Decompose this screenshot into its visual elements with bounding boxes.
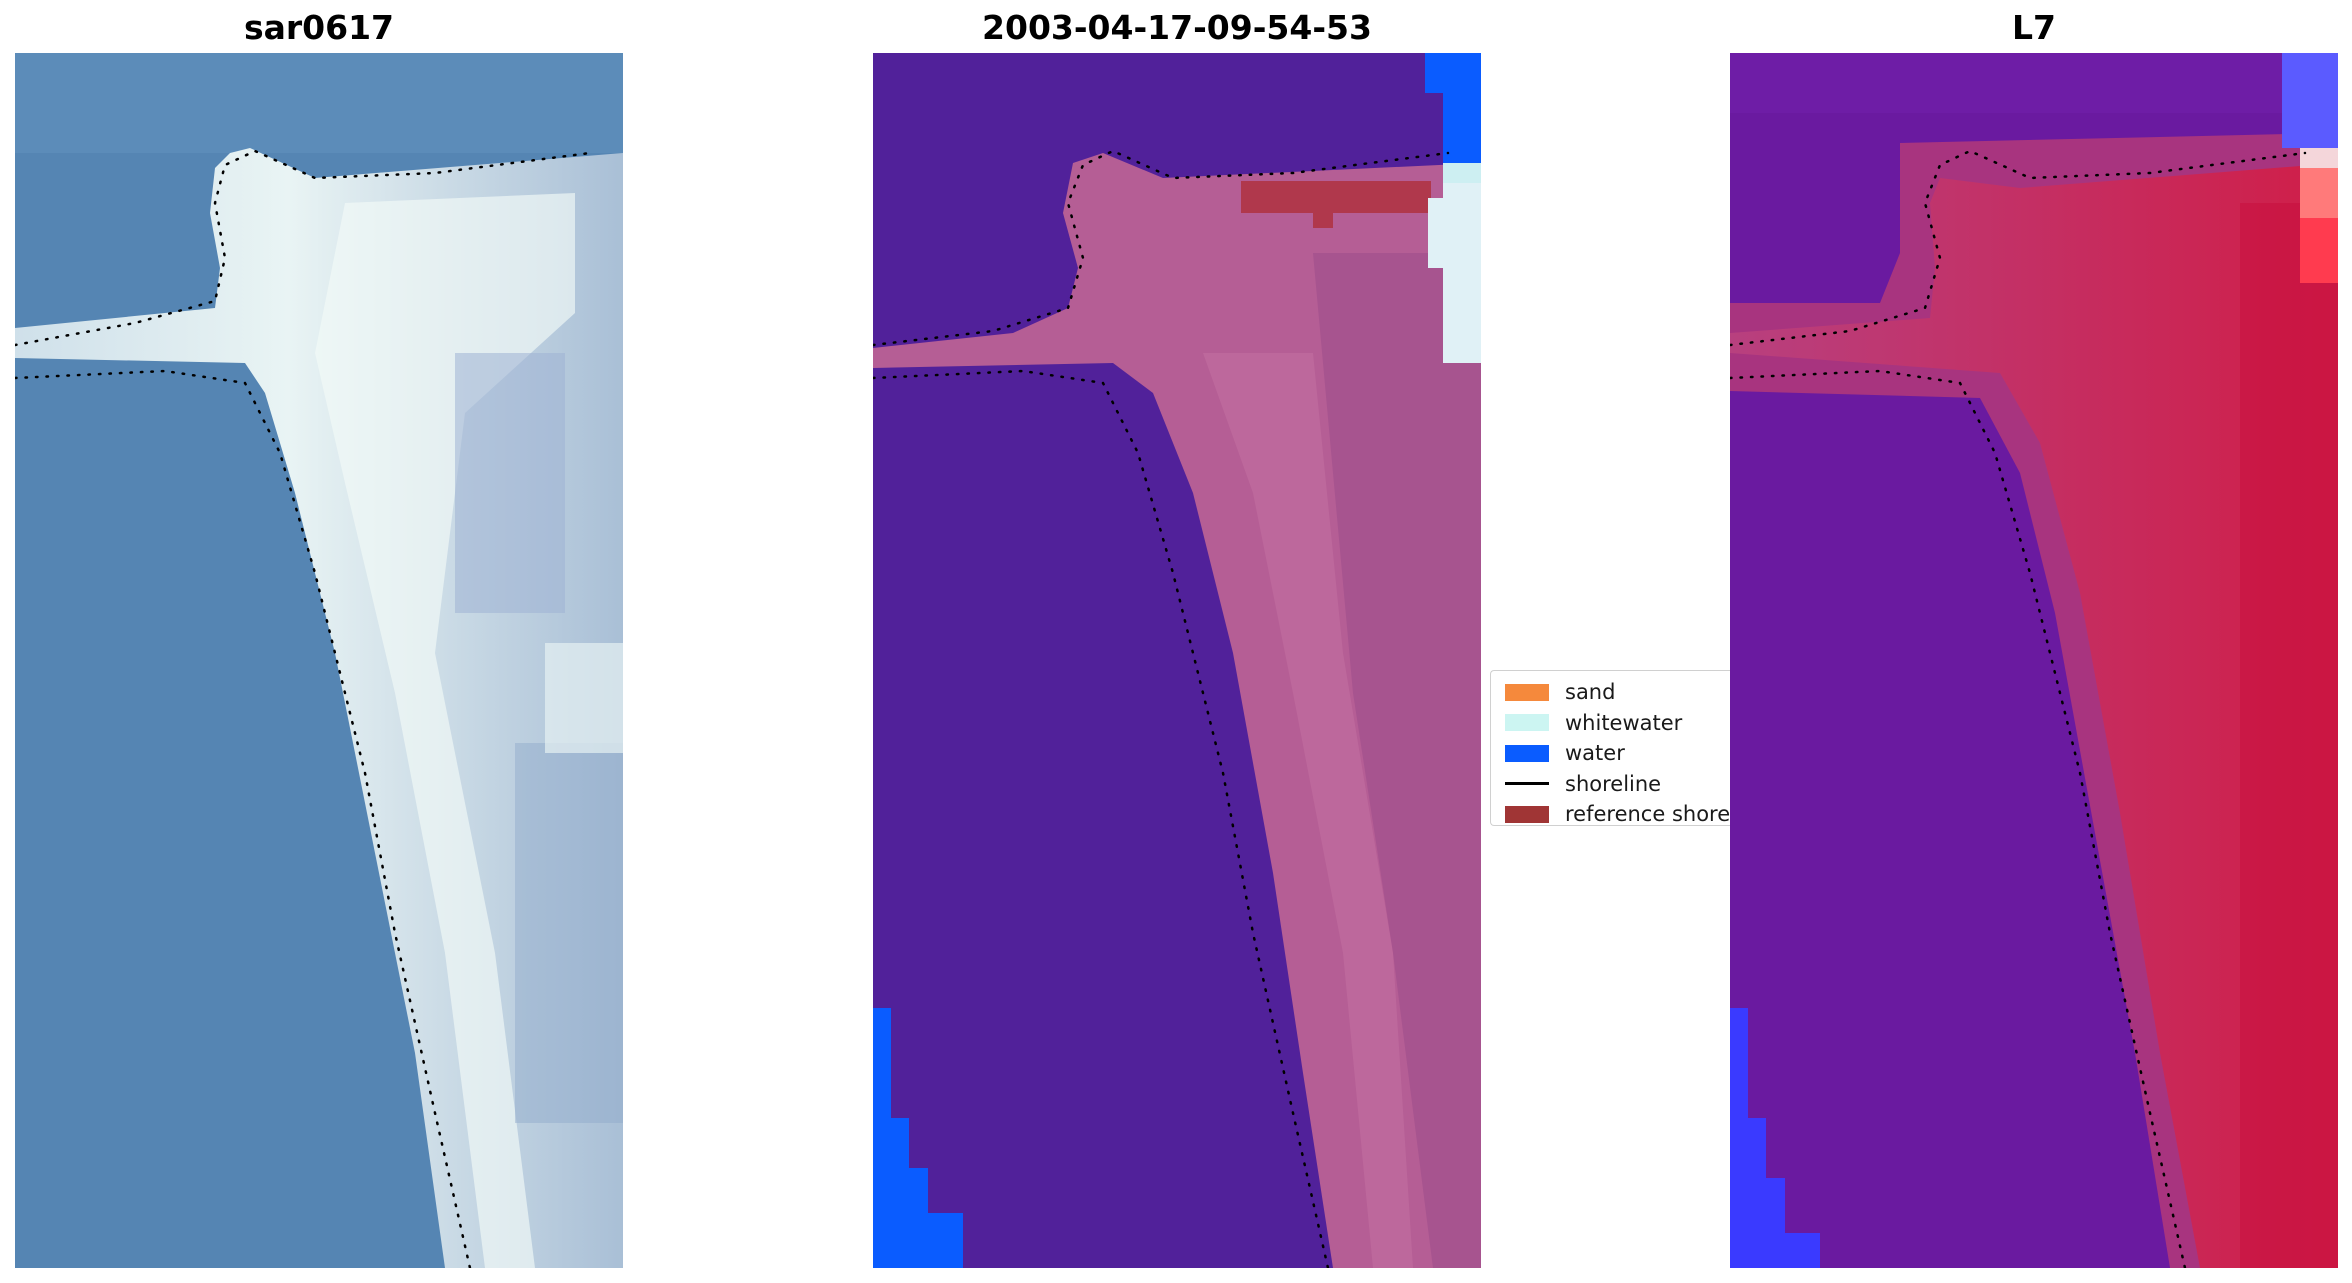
index-image <box>1730 53 2338 1268</box>
legend-swatch-whitewater <box>1505 714 1549 732</box>
legend: sand whitewater water shoreline referenc… <box>1490 670 1730 826</box>
legend-label: sand <box>1565 680 1616 705</box>
legend-swatch-water <box>1505 744 1549 762</box>
panel-title-index: L7 <box>2012 8 2056 47</box>
legend-label: reference shoreline <box>1565 802 1730 826</box>
rgb-image-panel <box>15 53 623 1268</box>
legend-label: shoreline <box>1565 771 1662 796</box>
legend-item-shoreline: shoreline <box>1505 769 1730 800</box>
legend-item-water: water <box>1505 738 1730 769</box>
classification-image <box>873 53 1481 1268</box>
legend-swatch-reference-shoreline <box>1505 805 1549 823</box>
legend-item-sand: sand <box>1505 677 1730 708</box>
legend-item-whitewater: whitewater <box>1505 708 1730 739</box>
legend-label: whitewater <box>1565 710 1683 735</box>
legend-swatch-sand <box>1505 683 1549 701</box>
legend-item-reference-shoreline: reference shoreline <box>1505 799 1730 826</box>
legend-swatch-shoreline <box>1505 782 1549 786</box>
index-panel <box>1730 53 2338 1268</box>
panel-title-classification: 2003-04-17-09-54-53 <box>982 8 1372 47</box>
classification-panel <box>873 53 1481 1268</box>
legend-label: water <box>1565 741 1625 766</box>
rgb-image <box>15 53 623 1268</box>
panel-title-rgb: sar0617 <box>243 8 395 47</box>
